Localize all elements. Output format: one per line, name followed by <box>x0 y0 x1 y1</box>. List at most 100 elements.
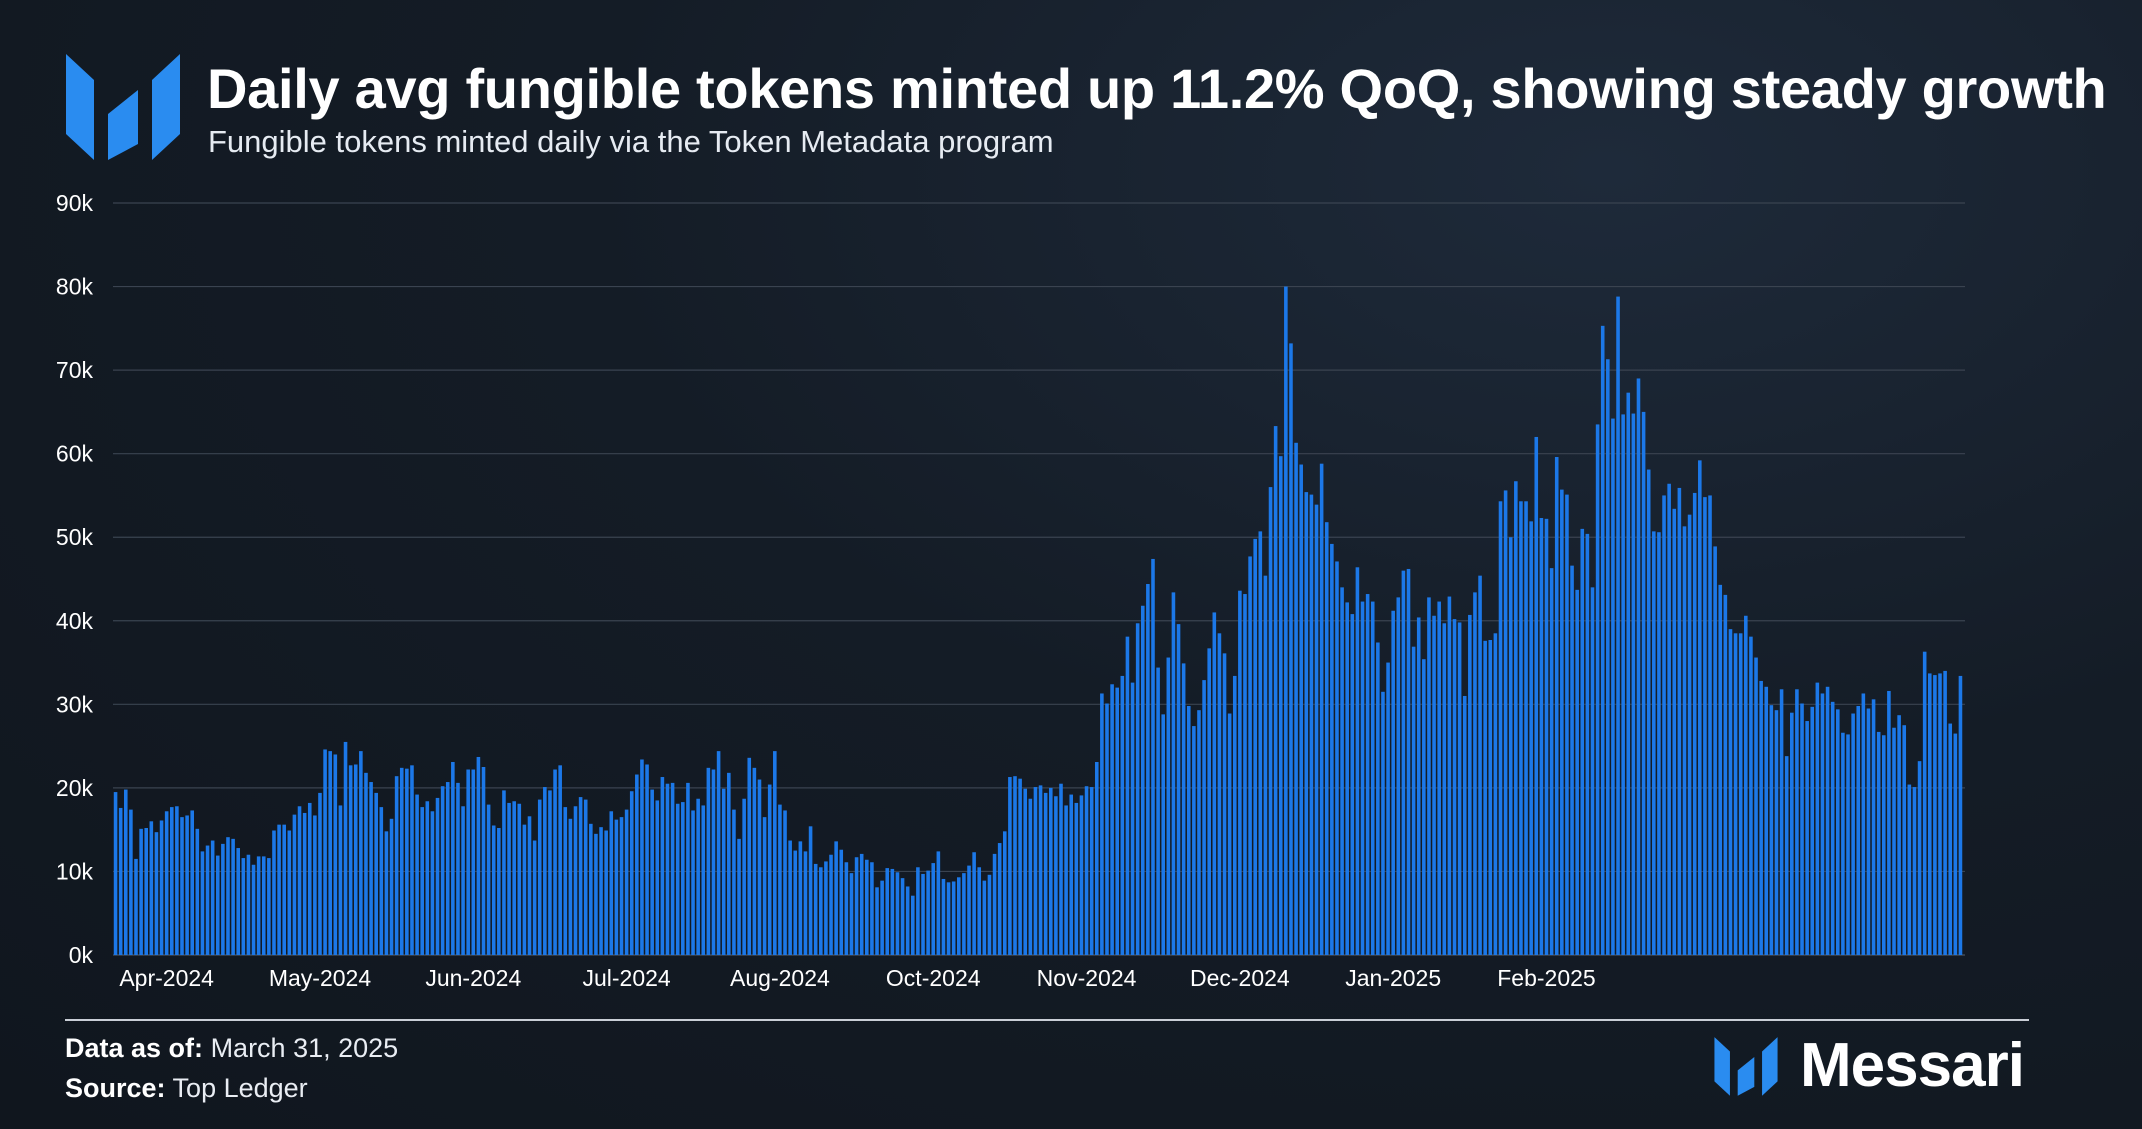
bar <box>481 767 486 955</box>
bar <box>732 809 736 955</box>
x-tick-label: Oct-2024 <box>886 965 981 991</box>
bar <box>1585 533 1590 955</box>
bar <box>762 817 767 955</box>
bar <box>1365 594 1370 955</box>
bar <box>517 803 522 955</box>
bar <box>957 877 961 955</box>
bar <box>1130 682 1135 955</box>
bar <box>241 858 246 955</box>
bar <box>328 751 332 955</box>
bar <box>1309 494 1314 955</box>
bar <box>1452 619 1457 955</box>
footer-divider <box>65 1019 2029 1021</box>
bar <box>691 810 695 955</box>
bar <box>205 845 210 955</box>
bar <box>1933 675 1937 955</box>
bar <box>415 794 419 955</box>
bar <box>1580 528 1585 955</box>
bar <box>543 787 547 955</box>
bar <box>1146 584 1150 955</box>
bar <box>1202 680 1206 955</box>
bar <box>261 856 266 955</box>
bar <box>1626 392 1631 955</box>
bar <box>169 807 174 955</box>
bar <box>548 790 552 955</box>
bar <box>977 867 982 955</box>
bar <box>1299 464 1303 955</box>
bar <box>1851 713 1855 955</box>
bar <box>946 882 951 955</box>
x-tick-label: Nov-2024 <box>1037 965 1137 991</box>
bar <box>788 840 792 955</box>
bar <box>589 823 593 955</box>
messari-brand-icon <box>1713 1036 1779 1103</box>
bar <box>139 828 143 955</box>
bar <box>1882 735 1886 955</box>
bar <box>1600 325 1605 956</box>
bar <box>1094 761 1099 955</box>
bar <box>113 792 118 955</box>
bar <box>164 811 169 955</box>
bar <box>905 886 910 955</box>
bar <box>1703 497 1707 955</box>
bar <box>1074 802 1079 955</box>
bar <box>829 854 833 955</box>
bar <box>123 789 128 955</box>
bar <box>1549 568 1554 955</box>
bar <box>267 858 271 955</box>
bar <box>1887 690 1891 955</box>
bar <box>1795 689 1799 955</box>
source-label: Source: <box>65 1073 166 1103</box>
bar <box>384 831 389 955</box>
bars <box>113 286 1963 956</box>
bar <box>1943 670 1947 955</box>
bar <box>1120 675 1125 955</box>
bar <box>1825 686 1830 955</box>
bar <box>1038 785 1043 955</box>
bar <box>916 867 920 955</box>
bar <box>1411 646 1416 955</box>
bar <box>1958 675 1963 955</box>
bar <box>1856 706 1861 955</box>
x-tick-label: Feb-2025 <box>1497 965 1595 991</box>
bar <box>502 790 506 955</box>
bar <box>1560 489 1564 955</box>
bar <box>425 801 430 955</box>
bar <box>466 769 470 955</box>
y-tick-label: 10k <box>56 858 94 884</box>
bar <box>154 832 159 955</box>
bar <box>195 828 200 955</box>
y-tick-label: 70k <box>56 357 94 383</box>
bar <box>1595 424 1600 955</box>
bar <box>716 751 721 955</box>
bar <box>1181 663 1186 955</box>
bar <box>824 861 828 955</box>
bar <box>471 769 476 955</box>
bar <box>144 828 149 955</box>
bar <box>180 817 184 955</box>
bar <box>420 807 424 955</box>
bar <box>1646 469 1651 955</box>
bar <box>1774 710 1779 955</box>
bar <box>1161 714 1165 955</box>
bar <box>778 804 782 955</box>
bar <box>1258 531 1263 955</box>
y-tick-label: 30k <box>56 691 94 717</box>
bar <box>1820 693 1825 955</box>
bar <box>1396 597 1401 955</box>
bar <box>640 759 644 955</box>
bar <box>614 819 619 955</box>
bar <box>1406 568 1411 955</box>
bar <box>318 792 322 955</box>
bar <box>982 880 987 955</box>
bar <box>706 767 711 955</box>
bar <box>1054 796 1058 955</box>
bar-chart: 0k 10k 20k 30k 40k 50k 60k 70k 80k 90k Apr-2024 Ma… <box>56 202 1965 991</box>
bar <box>236 848 240 955</box>
bar <box>1110 684 1114 955</box>
bar <box>849 873 854 955</box>
bar <box>200 851 205 955</box>
bar <box>727 772 731 955</box>
bar <box>1294 442 1298 955</box>
bar <box>865 859 869 955</box>
